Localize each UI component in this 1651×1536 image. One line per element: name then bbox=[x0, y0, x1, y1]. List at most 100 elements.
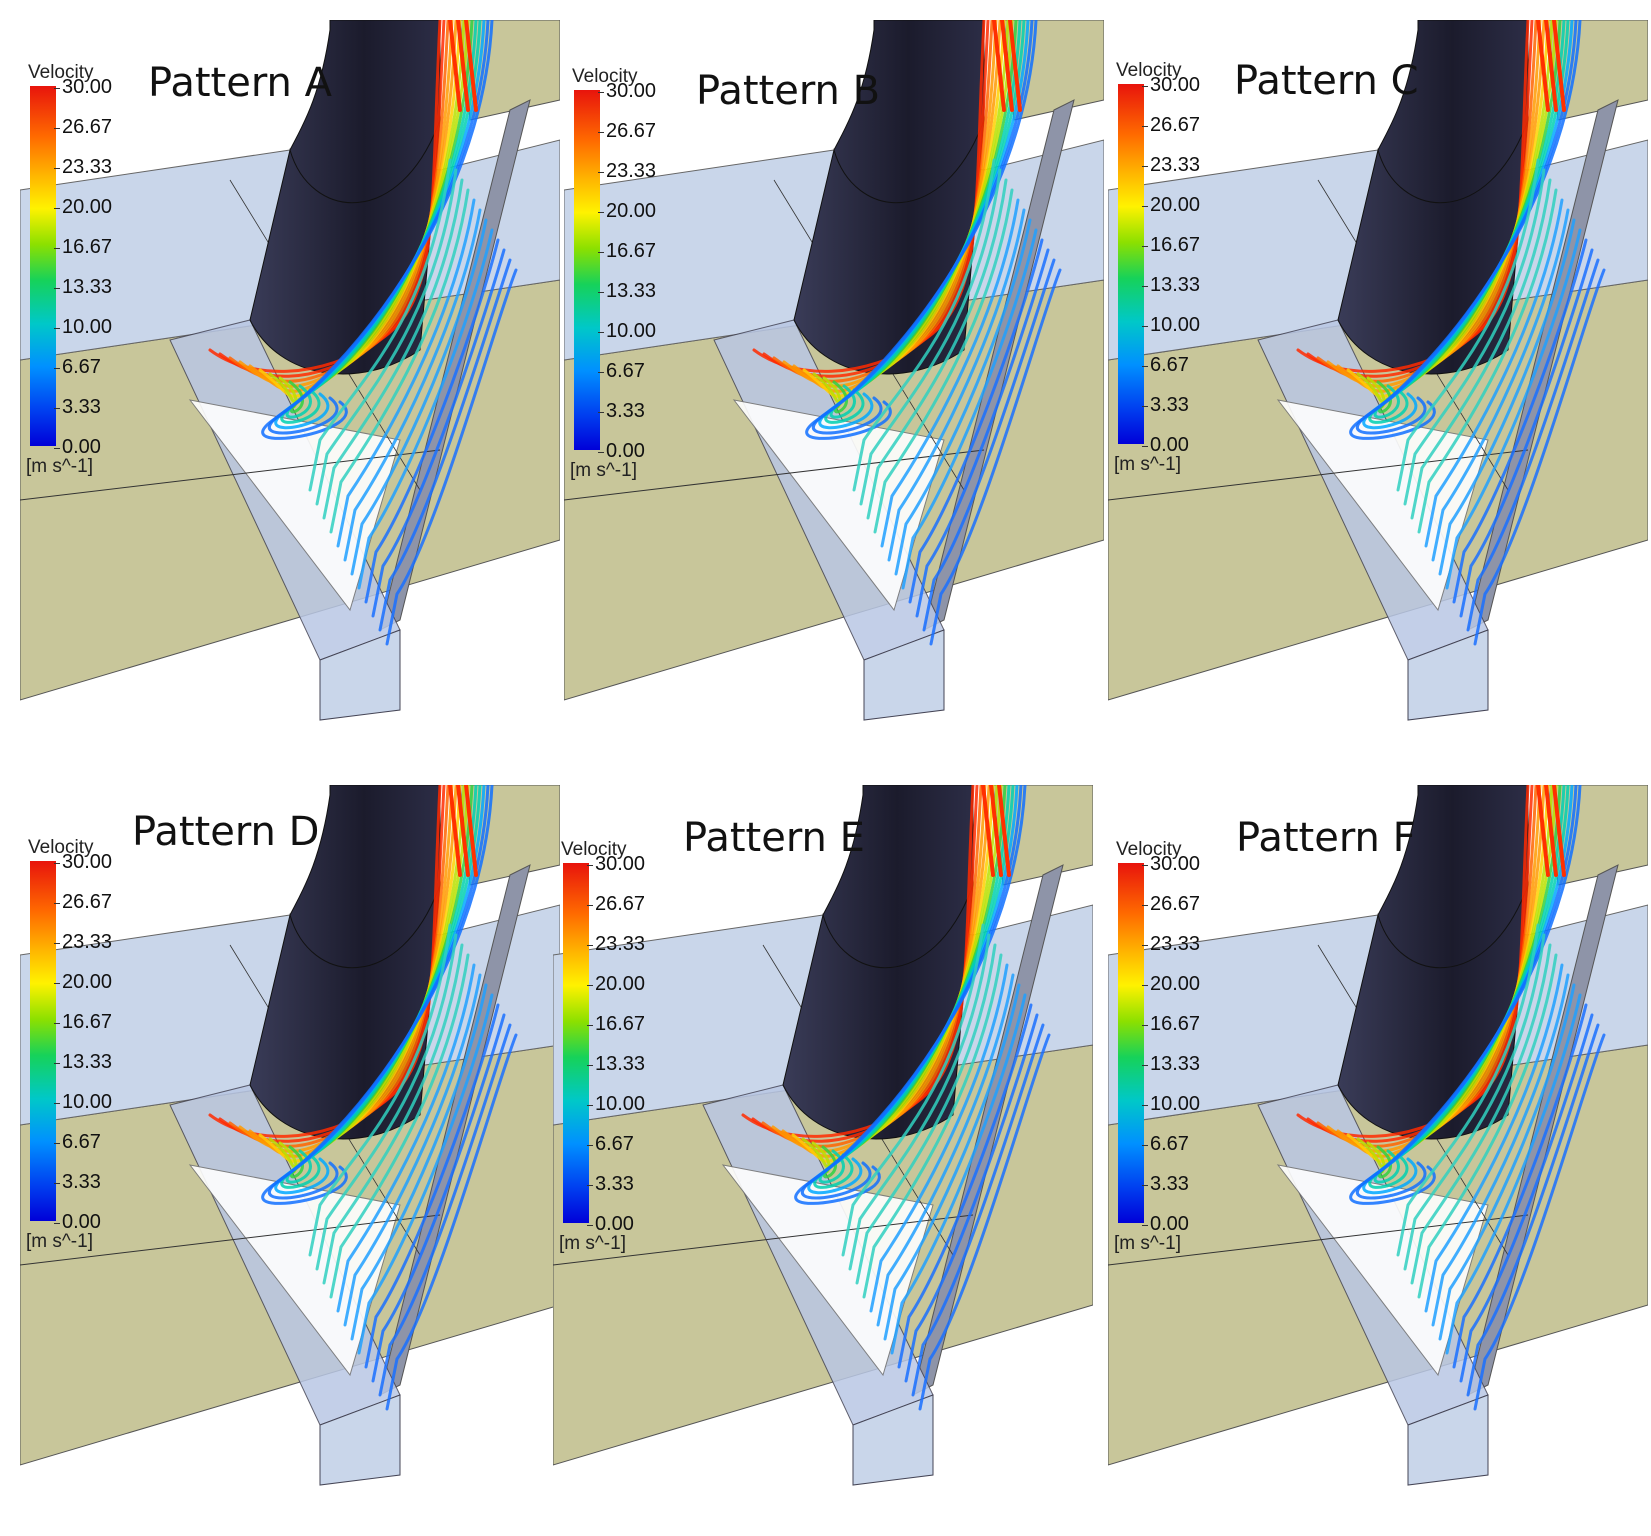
legend-tick: 10.00 bbox=[586, 1093, 646, 1115]
color-scale-bar bbox=[30, 86, 56, 446]
legend-tick: 3.33 bbox=[1142, 394, 1189, 416]
legend-tick: 23.33 bbox=[597, 160, 657, 182]
flow-scene-a bbox=[20, 20, 560, 721]
panel-pattern-b: Pattern B Velocity 30.00 26.67 23.33 20.00 16.… bbox=[564, 20, 1104, 740]
legend-tick: 3.33 bbox=[587, 1173, 634, 1195]
legend-tick: 16.67 bbox=[586, 1013, 646, 1035]
flow-scene-b bbox=[564, 20, 1104, 721]
legend-tick: 30.00 bbox=[586, 853, 646, 875]
hopper bbox=[188, 1164, 401, 1377]
legend-tick: 0.00 bbox=[54, 436, 101, 458]
legend-tick: 6.67 bbox=[1142, 354, 1189, 376]
legend-tick: 13.33 bbox=[53, 276, 113, 298]
legend-tick: 20.00 bbox=[1141, 973, 1201, 995]
hopper bbox=[188, 399, 401, 612]
legend-title: Velocity bbox=[1116, 839, 1182, 860]
flow-scene-d bbox=[20, 785, 560, 1486]
legend-tick: 13.33 bbox=[53, 1051, 113, 1073]
legend-tick: 3.33 bbox=[1142, 1173, 1189, 1195]
streamlines bbox=[1296, 785, 1606, 1411]
legend-tick: 23.33 bbox=[1141, 154, 1201, 176]
color-scale-bar bbox=[30, 861, 56, 1221]
legend-unit: [m s^-1] bbox=[1114, 454, 1181, 475]
legend-tick: 16.67 bbox=[1141, 234, 1201, 256]
color-scale-bar bbox=[563, 863, 589, 1223]
flow-scene-e bbox=[553, 785, 1093, 1486]
color-scale-bar bbox=[1118, 84, 1144, 444]
legend-tick: 20.00 bbox=[53, 971, 113, 993]
legend-title: Velocity bbox=[572, 66, 638, 87]
velocity-legend: Velocity 30.00 26.67 23.33 20.00 16.67 13.33 10… bbox=[24, 837, 154, 1277]
hopper bbox=[1276, 1164, 1489, 1377]
legend-tick: 30.00 bbox=[53, 76, 113, 98]
legend-tick: 6.67 bbox=[54, 356, 101, 378]
legend-tick: 6.67 bbox=[54, 1131, 101, 1153]
color-scale-bar bbox=[574, 90, 600, 450]
legend-title: Velocity bbox=[561, 839, 627, 860]
legend-tick: 16.67 bbox=[597, 240, 657, 262]
flow-scene-c bbox=[1108, 20, 1648, 721]
legend-tick: 20.00 bbox=[597, 200, 657, 222]
legend-tick: 23.33 bbox=[586, 933, 646, 955]
hopper bbox=[1276, 399, 1489, 612]
legend-tick: 30.00 bbox=[1141, 74, 1201, 96]
legend-tick: 3.33 bbox=[54, 1171, 101, 1193]
legend-tick: 16.67 bbox=[1141, 1013, 1201, 1035]
legend-tick: 10.00 bbox=[597, 320, 657, 342]
legend-tick: 13.33 bbox=[1141, 274, 1201, 296]
velocity-legend: Velocity 30.00 26.67 23.33 20.00 16.67 13.33 10… bbox=[1112, 60, 1242, 500]
streamlines bbox=[208, 785, 518, 1411]
legend-tick: 0.00 bbox=[54, 1211, 101, 1233]
legend-tick: 26.67 bbox=[597, 120, 657, 142]
panel-title: Pattern F bbox=[1236, 815, 1416, 861]
legend-unit: [m s^-1] bbox=[1114, 1233, 1181, 1254]
legend-tick: 23.33 bbox=[1141, 933, 1201, 955]
panel-title: Pattern D bbox=[132, 809, 320, 855]
legend-unit: [m s^-1] bbox=[559, 1233, 626, 1254]
legend-tick: 20.00 bbox=[1141, 194, 1201, 216]
panel-pattern-e: Pattern E Velocity 30.00 26.67 23.33 20.00 16.… bbox=[553, 785, 1093, 1505]
legend-tick: 26.67 bbox=[53, 891, 113, 913]
legend-tick: 16.67 bbox=[53, 1011, 113, 1033]
hopper bbox=[721, 1164, 934, 1377]
legend-tick: 26.67 bbox=[1141, 893, 1201, 915]
legend-tick: 3.33 bbox=[54, 396, 101, 418]
panel-pattern-f: Pattern F Velocity 30.00 26.67 23.33 20.00 16.… bbox=[1108, 785, 1648, 1505]
legend-tick: 16.67 bbox=[53, 236, 113, 258]
velocity-legend: Velocity 30.00 26.67 23.33 20.00 16.67 13.33 10… bbox=[1112, 839, 1242, 1279]
legend-tick: 23.33 bbox=[53, 156, 113, 178]
legend-tick: 26.67 bbox=[586, 893, 646, 915]
legend-tick: 20.00 bbox=[53, 196, 113, 218]
legend-tick: 0.00 bbox=[1142, 1213, 1189, 1235]
legend-tick: 13.33 bbox=[597, 280, 657, 302]
streamlines bbox=[1296, 20, 1606, 646]
velocity-legend: Velocity 30.00 26.67 23.33 20.00 16.67 13.33 10… bbox=[557, 839, 687, 1279]
legend-tick: 30.00 bbox=[53, 851, 113, 873]
hopper bbox=[732, 399, 945, 612]
legend-tick: 10.00 bbox=[53, 1091, 113, 1113]
velocity-legend: Velocity 30.00 26.67 23.33 20.00 16.67 13.33 10… bbox=[568, 66, 698, 506]
legend-tick: 23.33 bbox=[53, 931, 113, 953]
panel-pattern-a: Pattern A Velocity 30.00 26.67 23.33 20.00 16.… bbox=[20, 20, 560, 740]
legend-tick: 10.00 bbox=[53, 316, 113, 338]
legend-title: Velocity bbox=[1116, 60, 1182, 81]
streamlines bbox=[208, 20, 518, 646]
legend-tick: 3.33 bbox=[598, 400, 645, 422]
flow-scene-f bbox=[1108, 785, 1648, 1486]
legend-tick: 13.33 bbox=[586, 1053, 646, 1075]
panel-title: Pattern B bbox=[696, 68, 881, 114]
legend-tick: 0.00 bbox=[598, 440, 645, 462]
legend-tick: 0.00 bbox=[1142, 434, 1189, 456]
legend-tick: 26.67 bbox=[53, 116, 113, 138]
legend-title: Velocity bbox=[28, 837, 94, 858]
color-scale-bar bbox=[1118, 863, 1144, 1223]
legend-tick: 30.00 bbox=[597, 80, 657, 102]
legend-title: Velocity bbox=[28, 62, 94, 83]
legend-tick: 6.67 bbox=[598, 360, 645, 382]
panel-title: Pattern C bbox=[1234, 58, 1419, 104]
legend-unit: [m s^-1] bbox=[26, 456, 93, 477]
legend-unit: [m s^-1] bbox=[570, 460, 637, 481]
legend-tick: 30.00 bbox=[1141, 853, 1201, 875]
panel-pattern-c: Pattern C Velocity 30.00 26.67 23.33 20.00 16.… bbox=[1108, 20, 1648, 740]
legend-tick: 20.00 bbox=[586, 973, 646, 995]
